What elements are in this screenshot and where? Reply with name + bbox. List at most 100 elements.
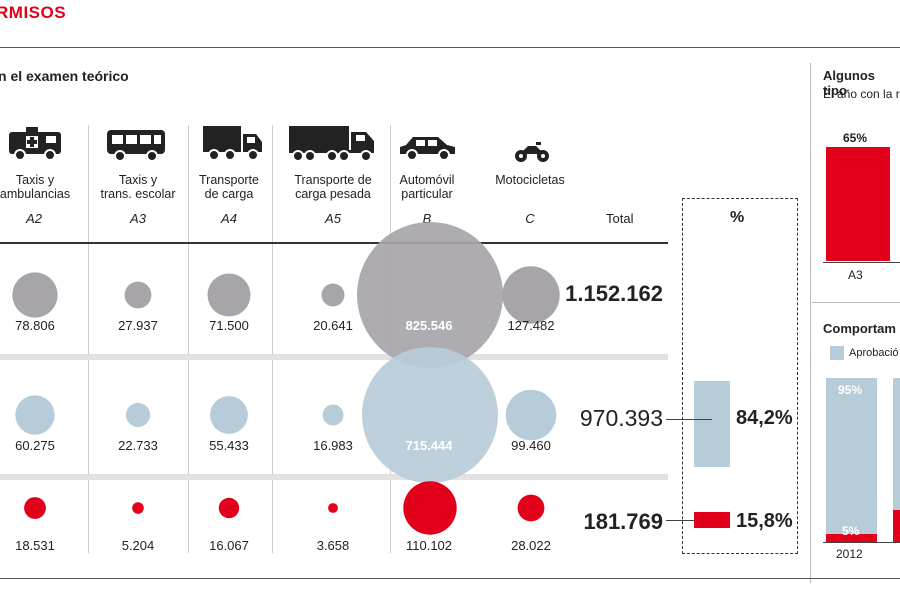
bar-baseline (823, 262, 900, 263)
row-separator-band (0, 354, 668, 360)
value-label: 825.546 (405, 318, 453, 333)
value-label: 127.482 (507, 318, 555, 333)
value-label: 99.460 (511, 438, 551, 453)
table-header-rule (0, 242, 668, 244)
bubble-b-row1 (357, 222, 503, 368)
row-total: 970.393 (579, 405, 663, 431)
truck-icon (202, 124, 264, 169)
legend-label: Aprobació (849, 347, 899, 359)
value-label: 28.022 (511, 538, 551, 553)
bar-category-label: A3 (848, 268, 863, 282)
bar-next-approval (893, 378, 900, 510)
column-name-c: Motocicletas (475, 173, 585, 187)
column-name-a5: Transporte de carga pesada (278, 173, 388, 201)
bubble-a3-row2 (125, 402, 151, 428)
year-label: 2012 (836, 547, 863, 561)
panel-title: Algunos tipo (823, 68, 875, 98)
column-name-line: Transporte (199, 173, 259, 187)
bubble-c-row2 (505, 389, 557, 441)
column-name-a4: Transporte de carga (174, 173, 284, 201)
bubble-layer (12, 222, 560, 535)
column-name-line: Taxis y (118, 173, 158, 187)
bubble-a2-row1 (12, 272, 58, 318)
bubble-a4-row2 (210, 396, 248, 434)
panel-section-divider (812, 302, 900, 303)
bubble-a5-row2 (322, 404, 344, 426)
column-name-line: Automóvil (399, 173, 455, 187)
column-code: A3 (130, 211, 146, 226)
value-label: 715.444 (405, 438, 453, 453)
bar-2012-failure (826, 534, 877, 542)
bubble-a3-row1 (124, 281, 152, 309)
bar-next-failure (893, 510, 900, 542)
connector-line (666, 520, 696, 521)
bubble-b-row2 (362, 347, 498, 483)
column-code: C (525, 211, 535, 226)
approval-percent-bar (694, 381, 730, 467)
column-separator (272, 125, 273, 553)
bubble-a5-row1 (321, 283, 345, 307)
bubble-a3-row3 (132, 502, 144, 514)
column-name-line: ambulancias (0, 187, 71, 201)
page-header-title: RMISOS (0, 3, 67, 22)
bubble-a2-row3 (24, 497, 46, 519)
heavy-truck-icon (288, 124, 376, 169)
motorcycle-icon (514, 140, 550, 169)
value-label: 5.204 (121, 538, 155, 553)
row-separator-band (0, 474, 668, 480)
panel-divider (810, 63, 811, 583)
total-label: Total (606, 211, 634, 226)
panel-subtitle: El año con la r (823, 87, 900, 101)
column-name-b: Automóvil particular (372, 173, 482, 201)
bar-top-label: 95% (838, 383, 863, 397)
value-label: 18.531 (15, 538, 55, 553)
column-code: A5 (325, 211, 341, 226)
bar-2012-approval (826, 378, 877, 534)
row-total: 181.769 (583, 509, 663, 534)
column-name-line: carga pesada (295, 187, 371, 201)
column-name-a3: Taxis y trans. escolar (83, 173, 193, 201)
bubble-a4-row3 (218, 497, 240, 519)
value-label: 16.983 (313, 438, 353, 453)
failure-percent-bar (694, 512, 730, 528)
value-label: 3.658 (316, 538, 350, 553)
percent-label: % (730, 209, 745, 226)
column-name-a2: Taxis y ambulancias (0, 173, 90, 201)
column-name-line: Taxis y (15, 173, 55, 187)
legend-swatch-approval (830, 346, 844, 360)
connector-line (666, 419, 712, 420)
header-divider (0, 47, 900, 48)
value-label: 71.500 (209, 318, 249, 333)
value-label: 110.102 (405, 538, 453, 553)
bubble-c-row3 (517, 494, 545, 522)
bubble-a4-row1 (207, 273, 251, 317)
column-separator (188, 125, 189, 553)
bar-bottom-label: 5% (842, 524, 860, 538)
column-name-line: Motocicletas (495, 173, 565, 187)
value-label: 60.275 (15, 438, 55, 453)
car-icon (398, 134, 458, 167)
column-name-line: Transporte de (294, 173, 372, 187)
percent-box (682, 198, 798, 554)
percent-value: 84,2% (736, 407, 793, 429)
value-label: 55.433 (209, 438, 249, 453)
value-label: 27.937 (118, 318, 158, 333)
bubble-b-row3 (403, 481, 457, 535)
column-code: A4 (221, 211, 237, 226)
value-label: 78.806 (15, 318, 55, 333)
value-label: 20.641 (313, 318, 353, 333)
bus-icon (106, 128, 166, 169)
bubble-a2-row2 (15, 395, 55, 435)
value-label: 16.067 (209, 538, 249, 553)
column-code: A2 (26, 211, 42, 226)
chart-subtitle: n el examen teórico (0, 68, 129, 84)
value-label: 22.733 (118, 438, 158, 453)
column-separator (88, 125, 89, 553)
bar2-baseline (823, 542, 900, 543)
bubble-c-row1 (502, 266, 560, 324)
row-total: 1.152.162 (565, 281, 663, 306)
section-title: Comportam (823, 321, 896, 336)
bar-value-label: 65% (843, 131, 868, 145)
column-name-line: de carga (204, 187, 254, 201)
column-name-line: trans. escolar (100, 187, 176, 201)
